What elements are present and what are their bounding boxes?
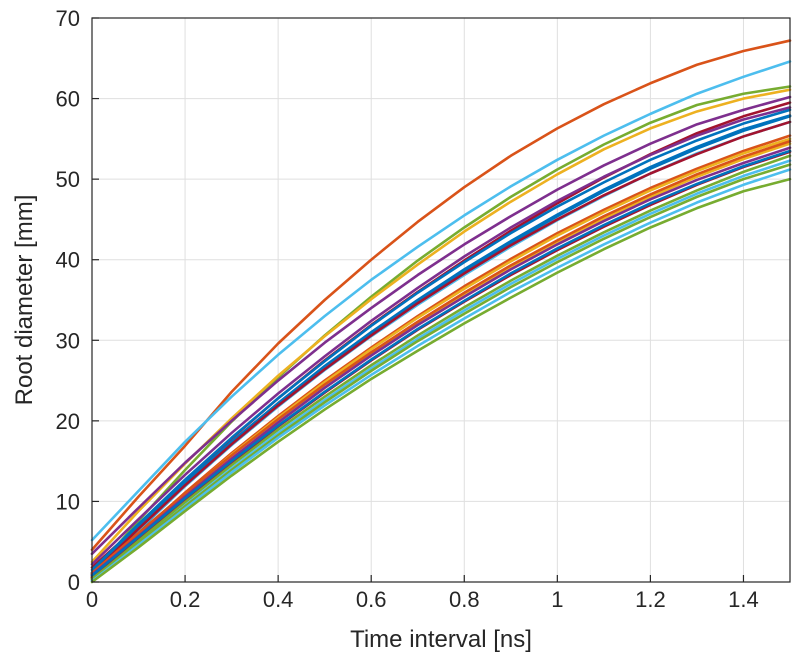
axes-box bbox=[91, 17, 791, 583]
x-tick-label: 1.2 bbox=[635, 587, 666, 612]
series-line-20 bbox=[90, 149, 792, 577]
x-tick-label: 1.4 bbox=[728, 587, 759, 612]
series-line-3 bbox=[90, 85, 792, 576]
series-line-17 bbox=[90, 146, 792, 577]
y-tick-label: 10 bbox=[56, 489, 80, 514]
x-tick-label: 0 bbox=[86, 587, 98, 612]
x-tick-label: 0.2 bbox=[170, 587, 201, 612]
y-tick-label: 40 bbox=[56, 248, 80, 273]
y-tick-label: 70 bbox=[56, 6, 80, 31]
y-tick-label: 50 bbox=[56, 167, 80, 192]
x-tick-label: 0.4 bbox=[263, 587, 294, 612]
series-line-23 bbox=[90, 168, 792, 583]
y-tick-label: 0 bbox=[68, 570, 80, 595]
x-tick-label: 0.6 bbox=[356, 587, 387, 612]
series-line-2 bbox=[90, 60, 792, 542]
y-tick-label: 60 bbox=[56, 87, 80, 112]
series-line-18 bbox=[90, 150, 792, 579]
y-tick-label: 30 bbox=[56, 328, 80, 353]
series-line-12 bbox=[90, 120, 792, 576]
x-axis-label: Time interval [ns] bbox=[350, 626, 532, 653]
series-line-10 bbox=[90, 114, 792, 574]
series-line-22 bbox=[90, 163, 792, 581]
y-tick-label: 20 bbox=[56, 409, 80, 434]
series-lines bbox=[90, 39, 792, 584]
series-line-5 bbox=[90, 95, 792, 556]
series-line-16 bbox=[90, 139, 792, 575]
x-axis-ticks: 0 0.2 0.4 0.6 0.8 1 1.2 1.4 bbox=[86, 575, 759, 612]
series-line-7 bbox=[90, 106, 792, 566]
y-axis-ticks: 0 10 20 30 40 50 60 70 bbox=[56, 6, 99, 595]
series-line-24 bbox=[90, 177, 792, 584]
series-line-8 bbox=[90, 108, 792, 572]
x-tick-label: 1 bbox=[551, 587, 563, 612]
series-line-19 bbox=[90, 154, 792, 581]
y-axis-label: Root diameter [mm] bbox=[11, 195, 38, 406]
series-line-21 bbox=[90, 159, 792, 582]
x-tick-label: 0.8 bbox=[449, 587, 480, 612]
